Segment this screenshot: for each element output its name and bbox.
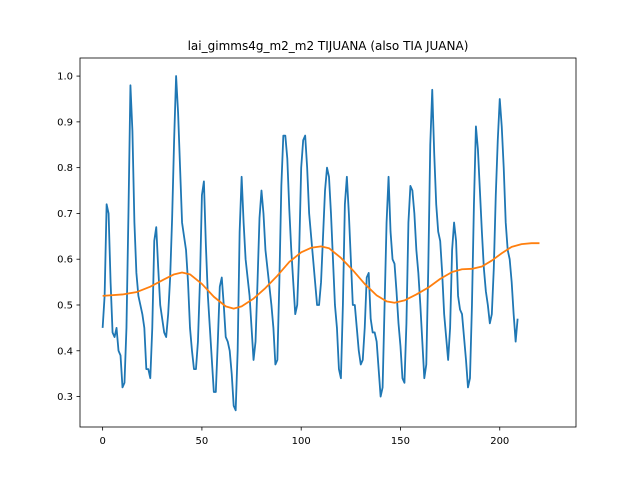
series-layer: [101, 75, 540, 412]
axes-background: [80, 58, 576, 427]
y-axis: 0.3 0.4 0.5 0.6 0.7 0.8 0.9 1.0: [57, 72, 80, 403]
y-tick-label: 0.8: [57, 163, 73, 174]
x-tick-label: 200: [490, 436, 509, 447]
x-axis: 0 50 100 150 200: [99, 427, 509, 447]
plot-area: 0 50 100 150 200 0.3 0.4 0.5 0.6 0.7 0.8 0.9 1.0: [57, 57, 577, 447]
y-tick-label: 1.0: [57, 72, 73, 83]
y-tick-label: 0.6: [57, 255, 73, 266]
axes-frame: [79, 57, 577, 428]
series-line-1: [101, 75, 519, 412]
series-line-2: [102, 242, 540, 310]
x-tick-label: 50: [196, 436, 209, 447]
y-tick-label: 0.5: [57, 300, 73, 311]
y-tick-label: 0.3: [57, 392, 73, 403]
x-tick-label: 100: [292, 436, 311, 447]
chart-title: lai_gimms4g_m2_m2 TIJUANA (also TIA JUAN…: [188, 39, 469, 53]
y-tick-label: 0.9: [57, 117, 73, 128]
y-tick-label: 0.4: [57, 346, 73, 357]
x-tick-label: 0: [99, 436, 105, 447]
y-tick-label: 0.7: [57, 209, 73, 220]
x-tick-label: 150: [391, 436, 410, 447]
